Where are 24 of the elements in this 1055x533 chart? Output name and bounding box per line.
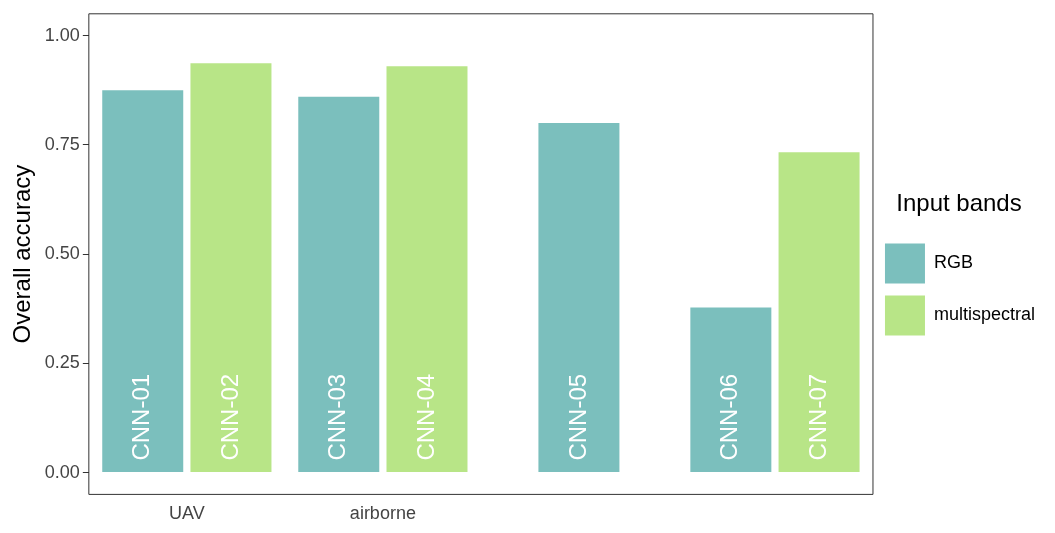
y-tick-label: 0.25: [44, 352, 80, 373]
bar: [190, 63, 272, 473]
y-axis-title: Overall accuracy: [8, 164, 36, 344]
data-label: CNN-03: [323, 373, 351, 461]
data-label: CNN-01: [127, 373, 155, 461]
x-tick-label: airborne: [349, 503, 416, 524]
bar: [690, 307, 772, 473]
data-label: CNN-07: [803, 373, 831, 461]
y-tick-label: 0.00: [44, 461, 80, 482]
legend-label: RGB: [933, 252, 973, 273]
bar: [102, 90, 184, 473]
data-label: CNN-02: [215, 373, 243, 461]
x-tick-label: UAV: [169, 503, 205, 524]
data-label: CNN-05: [563, 373, 591, 461]
legend-title: Input bands: [896, 189, 1022, 217]
bar: [778, 152, 860, 473]
y-tick-label: 1.00: [44, 24, 80, 45]
bar: [298, 96, 380, 473]
y-tick-label: 0.75: [44, 133, 80, 154]
legend-label: multispectral: [933, 304, 1035, 325]
y-tick-label: 0.50: [44, 243, 80, 264]
data-label: CNN-04: [411, 373, 439, 461]
bar: [386, 66, 468, 473]
data-label: CNN-06: [715, 373, 743, 461]
